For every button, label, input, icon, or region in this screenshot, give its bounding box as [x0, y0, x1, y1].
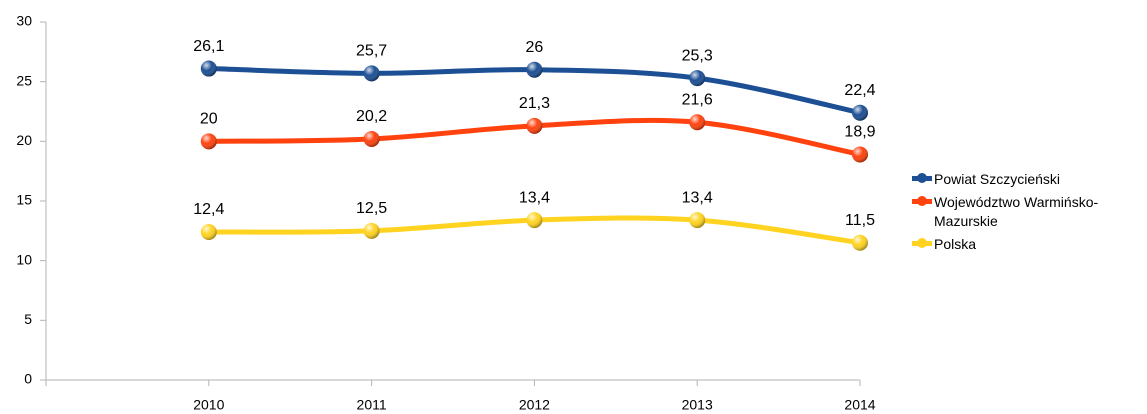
legend-item: Polska [912, 235, 1142, 254]
data-label: 21,3 [519, 95, 550, 112]
legend-marker [917, 196, 927, 206]
data-label: 25,3 [682, 47, 713, 64]
data-label: 12,5 [356, 200, 387, 217]
data-label: 20 [200, 111, 218, 128]
data-label: 13,4 [519, 189, 550, 206]
data-label: 21,6 [682, 91, 713, 108]
point-shine [200, 224, 217, 241]
point-shine [200, 60, 217, 77]
y-tick-label: 20 [16, 132, 32, 148]
point-shine [526, 61, 543, 78]
data-label: 20,2 [356, 108, 387, 125]
point-shine [852, 234, 868, 251]
data-label: 22,4 [844, 82, 875, 99]
legend-swatch [912, 238, 932, 248]
point-shine [526, 212, 543, 229]
x-tick-label: 2011 [357, 397, 387, 413]
y-tick-label: 15 [16, 192, 32, 208]
legend-item: Województwo Warmińsko-Mazurskie [912, 193, 1142, 231]
data-label: 12,4 [193, 201, 224, 218]
data-label: 18,9 [844, 124, 875, 141]
point-shine [852, 104, 868, 121]
point-shine [363, 65, 380, 82]
y-tick-label: 25 [16, 72, 32, 88]
data-label: 13,4 [682, 189, 713, 206]
x-tick-label: 2012 [519, 397, 550, 413]
legend-swatch [912, 196, 932, 206]
y-tick-label: 30 [16, 13, 32, 29]
legend-label: Polska [934, 236, 977, 252]
legend-item: Powiat Szczycieński [912, 170, 1142, 189]
point-shine [363, 222, 380, 239]
point-shine [689, 212, 706, 229]
point-shine [689, 70, 706, 87]
point-shine [200, 133, 217, 150]
legend-marker [917, 238, 927, 248]
y-tick-label: 5 [24, 311, 32, 327]
point-shine [526, 117, 543, 134]
x-tick-label: 2013 [682, 397, 713, 413]
point-shine [363, 130, 380, 147]
legend-marker [917, 173, 927, 183]
data-label: 11,5 [845, 212, 875, 229]
y-tick-label: 10 [16, 251, 32, 267]
y-tick-label: 0 [24, 371, 32, 387]
point-shine [852, 146, 868, 163]
x-tick-label: 2014 [844, 397, 875, 413]
point-shine [689, 114, 706, 131]
legend-label: Powiat Szczycieński [934, 171, 1061, 187]
legend-label: Województwo Warmińsko-Mazurskie [934, 194, 1099, 229]
data-label: 26,1 [193, 38, 224, 55]
legend: Powiat Szczycieński Województwo Warmińsko… [912, 170, 1142, 258]
data-label: 25,7 [356, 43, 387, 60]
x-tick-label: 2010 [193, 397, 224, 413]
legend-swatch [912, 173, 932, 183]
data-label: 26 [526, 39, 544, 56]
